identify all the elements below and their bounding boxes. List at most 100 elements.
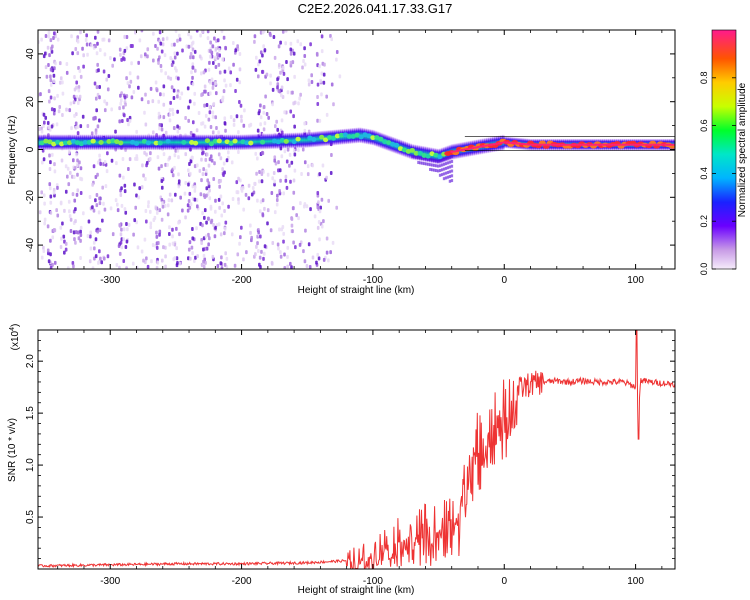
ridge-core [153,140,159,146]
noise-speckle [157,111,161,116]
noise-speckle [283,110,286,115]
noise-speckle [118,222,121,227]
ridge-centre-line [563,143,567,146]
noise-speckle [199,192,203,197]
noise-speckle [208,91,212,96]
noise-speckle [115,263,119,268]
noise-speckle [236,47,240,52]
noise-speckle [124,102,127,107]
figure-title: C2E2.2026.041.17.33.G17 [297,1,453,16]
noise-speckle [318,118,322,123]
noise-speckle [221,201,224,206]
noise-speckle [143,150,146,155]
noise-speckle [42,112,46,117]
noise-speckle [80,177,84,182]
noise-speckle [176,124,179,129]
noise-speckle [116,208,120,213]
colorbar-tick-label: 0.6 [699,119,709,132]
noise-speckle [123,95,127,100]
noise-speckle [85,42,89,47]
noise-speckle [211,130,215,135]
noise-speckle [111,63,114,68]
ridge-band-segment [127,134,131,151]
noise-speckle [176,129,180,134]
noise-speckle [217,222,221,227]
noise-speckle [76,100,80,105]
noise-speckle [204,234,208,239]
noise-speckle [202,167,205,172]
noise-speckle [258,59,262,64]
noise-speckle [280,118,284,123]
ridge-centre-line [513,142,517,145]
noise-speckle [299,201,302,206]
noise-speckle [158,232,161,237]
ridge-tail-speckle [442,162,446,166]
noise-speckle [286,245,290,250]
noise-speckle [200,121,203,126]
noise-speckle [144,92,147,97]
noise-speckle [332,102,335,107]
noise-speckle [292,101,295,106]
noise-speckle [224,220,228,225]
noise-speckle [38,210,42,215]
noise-speckle [72,158,75,163]
snr-y-tick-label: 2.0 [25,354,36,368]
noise-speckle [65,70,69,75]
noise-speckle [119,240,123,245]
noise-speckle [167,198,171,203]
noise-speckle [38,127,41,132]
noise-speckle [44,51,47,56]
svg-text:(x104): (x104) [9,324,21,351]
noise-speckle [151,99,155,104]
noise-speckle [278,168,282,173]
noise-speckle [208,188,211,193]
noise-speckle [177,76,180,81]
noise-speckle [272,35,276,40]
ridge-tail-speckle [425,162,428,166]
noise-speckle [119,93,122,98]
noise-speckle [209,220,213,225]
noise-speckle [292,206,295,211]
noise-speckle [74,219,77,224]
noise-speckle [171,227,174,232]
noise-speckle [331,240,335,245]
ridge-tail-speckle [444,171,448,175]
noise-speckle [49,82,53,87]
noise-speckle [62,234,66,239]
noise-speckle [241,185,245,190]
noise-speckle [152,31,155,36]
noise-speckle [135,154,139,159]
ridge-centre-line [626,143,630,146]
noise-speckle [276,82,280,87]
noise-speckle [221,57,224,62]
noise-speckle [49,74,52,79]
noise-speckle [185,44,189,49]
noise-speckle [123,189,127,194]
x-tick-label: -300 [100,275,120,286]
ridge-centre-line [555,143,559,146]
noise-speckle [281,30,285,34]
noise-speckle [95,203,99,208]
noise-speckle [69,229,73,234]
noise-speckle [292,190,296,195]
noise-speckle [73,87,77,92]
noise-speckle [276,242,280,247]
noise-speckle [325,175,328,180]
noise-speckle [259,234,262,239]
noise-speckle [132,232,135,237]
noise-speckle [205,186,209,191]
noise-speckle [168,155,172,160]
noise-speckle [177,155,180,160]
noise-speckle [116,202,119,207]
ridge-centre-line [453,150,456,153]
noise-speckle [206,30,210,34]
noise-speckle [58,61,62,66]
noise-speckle [158,30,162,35]
ridge-centre-line [495,142,498,145]
noise-speckle [96,172,99,177]
noise-speckle [193,164,197,169]
ridge-core [307,135,313,141]
noise-speckle [256,198,259,203]
y-tick-label: 0 [25,146,36,152]
noise-speckle [52,111,56,116]
